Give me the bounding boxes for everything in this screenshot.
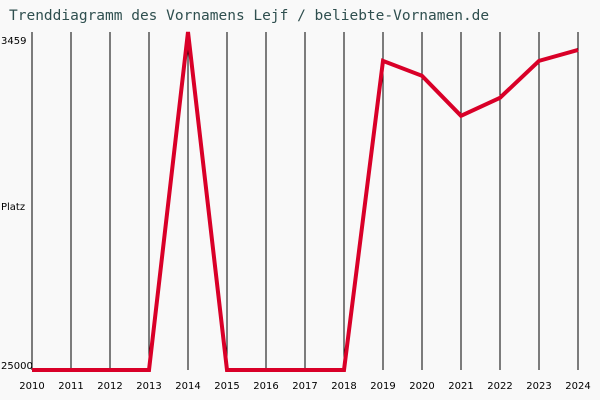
y-axis-bottom-label: 25000 xyxy=(1,361,33,372)
x-axis-tick-label: 2019 xyxy=(370,381,396,392)
x-axis-tick-label: 2022 xyxy=(487,381,513,392)
x-axis-tick-label: 2014 xyxy=(175,381,201,392)
x-axis-tick-label: 2018 xyxy=(331,381,357,392)
x-axis-tick-label: 2015 xyxy=(214,381,240,392)
x-axis-tick-label: 2023 xyxy=(526,381,552,392)
x-axis-tick-label: 2013 xyxy=(136,381,162,392)
x-axis-tick-label: 2016 xyxy=(253,381,279,392)
x-axis-tick-label: 2020 xyxy=(409,381,435,392)
x-axis-tick-label: 2017 xyxy=(292,381,318,392)
x-axis-tick-label: 2011 xyxy=(58,381,84,392)
x-axis-tick-label: 2012 xyxy=(97,381,123,392)
chart-title: Trenddiagramm des Vornamens Lejf / belie… xyxy=(9,8,490,24)
x-axis-tick-label: 2024 xyxy=(565,381,591,392)
y-axis-top-label: 3459 xyxy=(1,36,27,47)
x-axis-tick-label: 2021 xyxy=(448,381,474,392)
series-line xyxy=(32,31,579,372)
y-axis-label: Platz xyxy=(1,202,26,213)
x-axis-tick-label: 2010 xyxy=(19,381,45,392)
